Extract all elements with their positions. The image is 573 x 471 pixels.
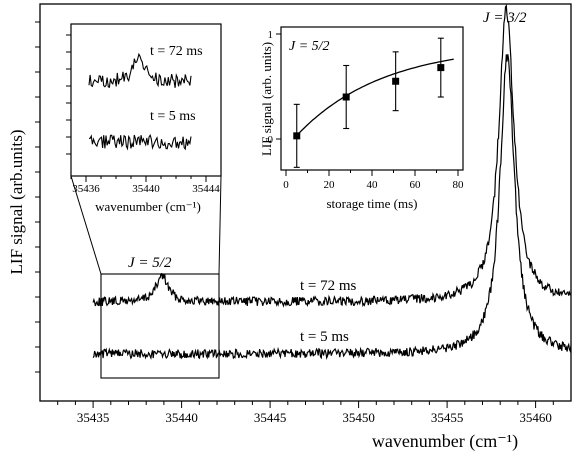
inset-zoom-line-t72: [88, 52, 192, 88]
main-x-tick-labels: 35435 35440 35445 35450 35455 35460: [77, 410, 552, 425]
inset-zoom-x-axis-title: wavenumber (cm⁻¹): [95, 199, 201, 214]
inset-storage-x-tick-label: 40: [367, 179, 379, 191]
data-point: [293, 132, 301, 140]
inset-storage-y-ticks: 01: [268, 29, 281, 146]
inset-storage-y-axis-title: LIF signal (arb. units): [259, 42, 274, 156]
zoom-connector-right: [218, 175, 222, 275]
inset-storage-x-tick-label: 80: [453, 179, 465, 191]
annotation-t5: t = 5 ms: [300, 329, 349, 345]
inset-storage-x-axis-title: storage time (ms): [327, 196, 418, 211]
inset-storage-x-tick-label: 20: [324, 179, 336, 191]
main-x-tick-label: 35445: [254, 410, 287, 425]
inset-zoom-x-tick-label: 35436: [72, 183, 100, 195]
main-x-tick-label: 35460: [519, 410, 552, 425]
annotation-t72: t = 72 ms: [300, 278, 357, 294]
inset-zoom-line-t5: [88, 133, 192, 151]
inset-zoom-y-ticks: [66, 34, 71, 155]
inset-storage-fit-curve: [296, 58, 454, 136]
inset-zoom-x-tick-label: 35444: [192, 183, 220, 195]
inset-storage-y-tick-label: 1: [268, 29, 274, 41]
main-x-tick-label: 35455: [431, 410, 464, 425]
data-point: [342, 93, 350, 101]
annotation-j32: J = 3/2: [483, 10, 527, 26]
series-line-t5: [92, 54, 572, 360]
data-point: [437, 64, 445, 72]
main-x-tick-label: 35450: [342, 410, 375, 425]
inset-zoom-x-tick-labels: 35436 35440 35444: [72, 183, 220, 195]
annotation-j52: J = 5/2: [128, 255, 172, 271]
series-line-t72: [92, 4, 572, 308]
inset-zoom-label-t72: t = 72 ms: [150, 44, 203, 59]
main-x-tick-label: 35435: [77, 410, 110, 425]
inset-zoom-x-ticks: [70, 176, 207, 182]
main-x-ticks: [57, 401, 554, 408]
main-y-axis-title: LIF signal (arb.units): [7, 130, 26, 275]
inset-storage-x-tick-label: 60: [410, 179, 422, 191]
inset-storage-x-tick-label: 0: [283, 179, 289, 191]
inset-storage-frame: [280, 26, 464, 171]
zoom-box: [100, 273, 220, 379]
inset-storage-annotation: J = 5/2: [289, 39, 330, 54]
main-y-ticks: [35, 21, 40, 373]
data-point: [392, 77, 400, 85]
inset-storage-x-ticks: 0 20 40 60 80: [283, 170, 464, 191]
main-plot: 35435 35440 35445 35450 35455 35460 J = 3/2 J…: [7, 3, 572, 452]
inset-storage-points: [293, 37, 445, 168]
inset-zoom-label-t5: t = 5 ms: [150, 109, 196, 124]
main-x-tick-label: 35440: [165, 410, 198, 425]
main-x-axis-title: wavenumber (cm⁻¹): [372, 431, 518, 452]
zoom-connector-left: [70, 175, 102, 275]
inset-zoom: 35436 35440 35444 t = 72 ms t = 5 ms waven…: [66, 23, 222, 214]
inset-storage: 0 20 40 60 80 01 J = 5/2 storage time (ms) L…: [259, 26, 464, 211]
inset-zoom-x-tick-label: 35440: [132, 183, 160, 195]
inset-storage-y-tick-label: 0: [268, 134, 274, 146]
inset-zoom-frame: [70, 23, 222, 177]
